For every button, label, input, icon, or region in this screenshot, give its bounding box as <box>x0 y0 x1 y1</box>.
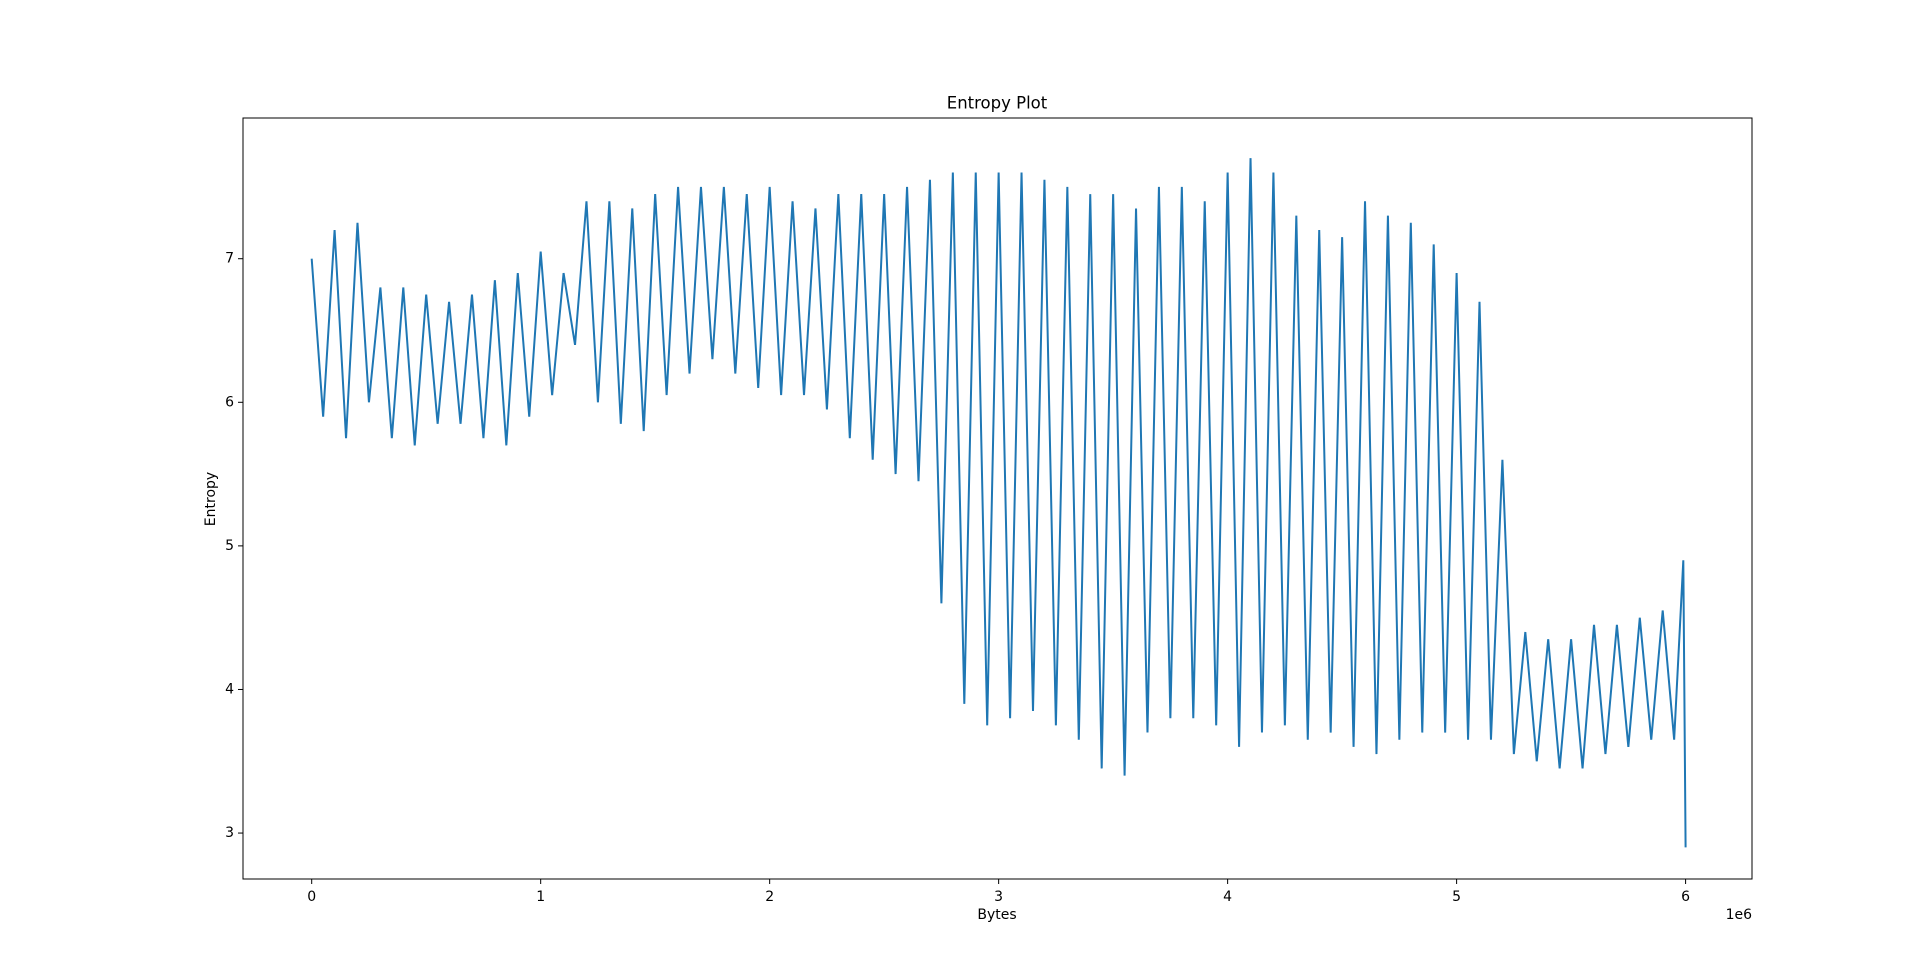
x-tick-label: 6 <box>1681 889 1690 905</box>
y-axis-label: Entropy <box>203 472 219 526</box>
x-tick-label: 3 <box>994 889 1003 905</box>
x-tick-label: 4 <box>1223 889 1232 905</box>
y-tick-label: 3 <box>225 825 234 841</box>
x-axis-label: Bytes <box>977 907 1016 923</box>
y-tick-label: 7 <box>225 251 234 267</box>
plot-frame <box>242 117 1753 880</box>
x-tick-label: 2 <box>765 889 774 905</box>
y-tick-label: 6 <box>225 394 234 410</box>
y-tick-label: 5 <box>225 538 234 554</box>
x-offset-label: 1e6 <box>1726 907 1753 923</box>
x-tick-label: 1 <box>536 889 545 905</box>
y-tick-label: 4 <box>225 681 234 697</box>
line-series <box>310 158 1687 848</box>
x-tick-label: 0 <box>307 889 316 905</box>
x-tick-label: 5 <box>1452 889 1461 905</box>
chart-title: Entropy Plot <box>947 94 1048 113</box>
